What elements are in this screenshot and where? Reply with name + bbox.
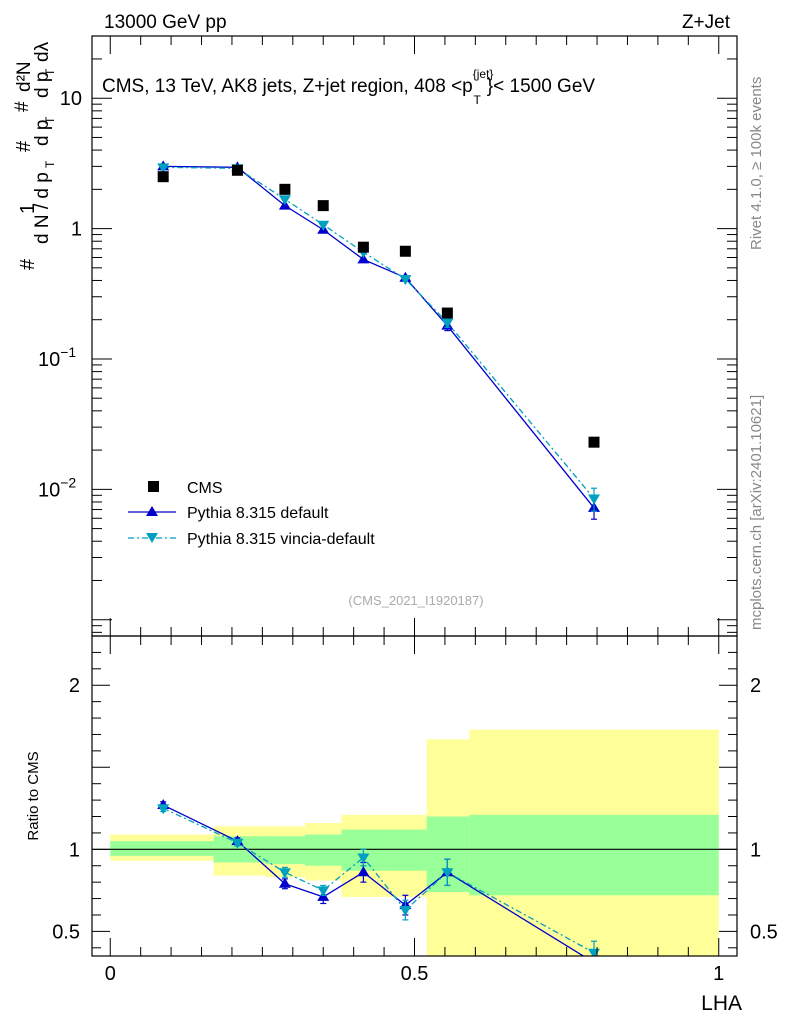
main-point-cms	[588, 436, 600, 448]
ratio-point-pythia-default	[278, 877, 291, 888]
x-tick-label: 1	[713, 963, 724, 985]
main-point-cms	[357, 241, 369, 253]
mcplots-source-label: mcplots.cern.ch [arXiv:2401.10621]	[748, 395, 765, 630]
main-point-pythia-vincia	[441, 318, 454, 329]
main-y-tick-label: 1	[71, 219, 82, 241]
ratio-point-pythia-vincia	[317, 886, 330, 897]
main-y-axis-label: # 1 d N / d p T # d p T # d²N d p T dλ	[12, 41, 57, 270]
svg-text:T: T	[43, 160, 57, 168]
legend-marker-cms	[148, 481, 159, 492]
main-line-pythia-default	[163, 165, 595, 509]
main-point-cms	[279, 183, 291, 195]
main-point-pythia-vincia	[278, 195, 291, 206]
rivet-version-label: Rivet 4.1.0, ≥ 100k events	[748, 77, 765, 250]
svg-text:dλ: dλ	[32, 41, 53, 62]
legend-label-cms: CMS	[187, 480, 223, 497]
axes: 10−2 10−1 1 10 0 0.5 1 0.5 0.5 1 1 2 2	[38, 35, 778, 985]
ratio-y-axis-label: Ratio to CMS	[25, 751, 42, 840]
main-point-pythia-vincia	[588, 494, 601, 505]
ratio-plot-marks	[157, 799, 601, 956]
header-energy: 13000 GeV pp	[104, 12, 227, 33]
legend-label-vincia: Pythia 8.315 vincia-default	[187, 531, 375, 548]
analysis-watermark: (CMS_2021_I1920187)	[348, 593, 483, 608]
main-point-cms	[157, 171, 169, 183]
svg-text:#: #	[13, 140, 35, 152]
svg-text:d N / d p: d N / d p	[32, 172, 53, 244]
x-tick-label: 0.5	[401, 963, 429, 985]
ratio-band-inner	[110, 841, 214, 856]
svg-text:d p: d p	[32, 72, 53, 98]
svg-text:d p: d p	[32, 120, 53, 146]
ratio-y-tick-label-right: 2	[750, 675, 761, 697]
main-y-tick-label: 10	[60, 88, 82, 110]
ratio-y-tick-label: 1	[69, 839, 80, 861]
ratio-band-inner	[304, 834, 342, 866]
svg-text:T: T	[43, 68, 57, 76]
ratio-point-pythia-vincia	[157, 804, 170, 815]
main-plot-marks	[157, 160, 601, 520]
plot-title: CMS, 13 TeV, AK8 jets, Z+jet region, 408…	[102, 67, 595, 107]
svg-text:d²N: d²N	[14, 61, 35, 92]
ratio-band-inner	[341, 829, 385, 871]
main-point-cms	[231, 164, 243, 176]
x-axis-label: LHA	[701, 992, 742, 1015]
ratio-band-inner	[426, 816, 470, 892]
main-point-pythia-default	[357, 253, 370, 264]
main-point-cms	[317, 200, 329, 212]
ratio-point-pythia-vincia	[278, 868, 291, 879]
svg-text:T: T	[43, 116, 57, 124]
svg-text:#: #	[17, 258, 39, 270]
legend-label-default: Pythia 8.315 default	[187, 505, 329, 522]
svg-text:1: 1	[17, 203, 39, 214]
ratio-band-inner	[469, 814, 719, 896]
svg-text:#: #	[12, 101, 33, 112]
ratio-y-tick-label: 0.5	[52, 921, 80, 943]
ratio-point-pythia-default	[357, 866, 370, 877]
ratio-point-pythia-vincia	[441, 868, 454, 879]
x-tick-label: 0	[105, 963, 116, 985]
header-process: Z+Jet	[682, 12, 731, 33]
ratio-band-inner	[384, 829, 427, 871]
main-point-cms	[441, 307, 453, 319]
legend-marker-default	[146, 506, 158, 516]
main-point-cms	[399, 245, 411, 257]
main-point-pythia-vincia	[317, 220, 330, 231]
ratio-line-pythia-vincia	[162, 807, 595, 954]
ratio-y-tick-label: 2	[69, 675, 80, 697]
main-point-pythia-vincia	[157, 163, 170, 174]
ratio-point-pythia-vincia	[399, 906, 412, 917]
main-line-pythia-vincia	[163, 166, 595, 499]
ratio-y-tick-label-right: 0.5	[750, 921, 778, 943]
ratio-band-inner	[265, 836, 305, 865]
main-y-tick-label: 10−2	[38, 474, 76, 501]
main-point-pythia-vincia	[399, 275, 412, 286]
ratio-point-pythia-vincia	[357, 853, 370, 864]
legend: CMS Pythia 8.315 default Pythia 8.315 vi…	[128, 480, 375, 548]
ratio-uncertainty-bands	[92, 729, 737, 956]
main-y-tick-label: 10−1	[38, 344, 76, 371]
ratio-y-tick-label-right: 1	[750, 839, 761, 861]
ratio-point-pythia-vincia	[231, 838, 244, 849]
legend-marker-vincia	[146, 533, 158, 543]
